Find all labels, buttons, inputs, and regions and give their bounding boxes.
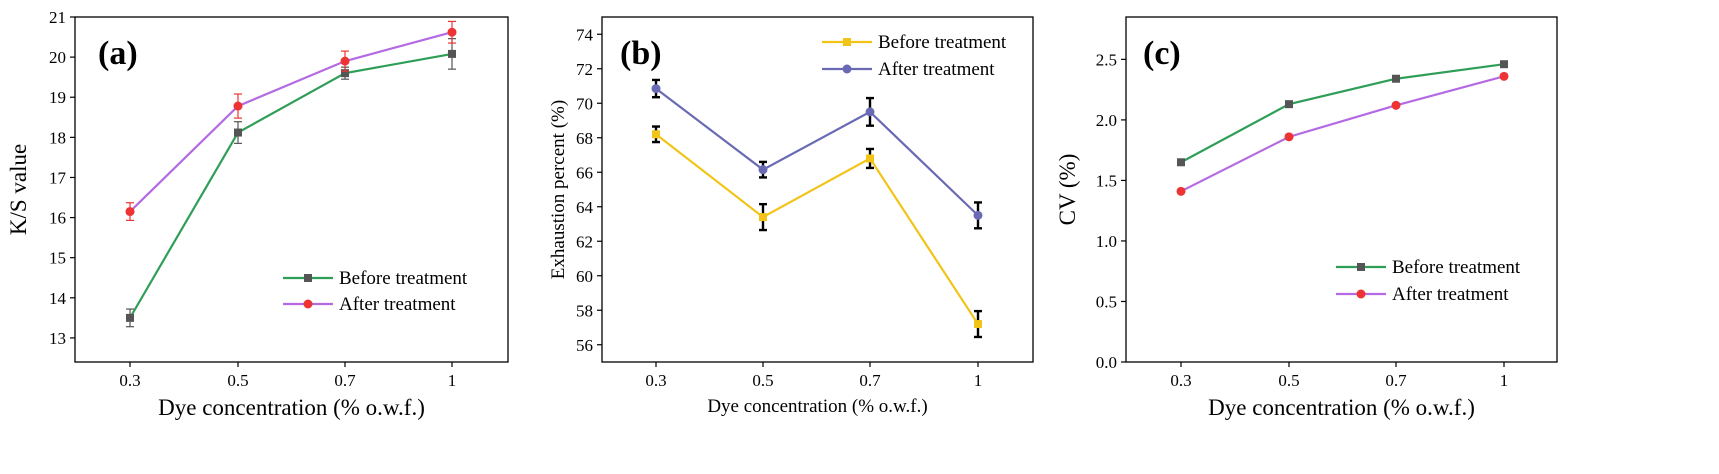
x-axis-label: Dye concentration (% o.w.f.) <box>1208 395 1475 420</box>
data-point-square <box>448 49 456 58</box>
data-point-circle <box>865 107 875 117</box>
legend-label: Before treatment <box>339 268 468 289</box>
series-line-1 <box>655 133 979 325</box>
data-point-square <box>341 69 349 78</box>
series-line-2 <box>129 31 453 213</box>
y-tick-label: 2.5 <box>1096 50 1117 69</box>
y-tick-label: 64 <box>576 198 594 217</box>
legend-marker-square <box>843 38 851 46</box>
x-tick-label: 0.3 <box>645 371 666 390</box>
panel-label: (a) <box>98 35 138 72</box>
data-point-square <box>1500 60 1508 69</box>
series-line-1 <box>129 52 453 319</box>
x-tick-label: 0.7 <box>859 371 881 390</box>
x-tick-label: 1 <box>448 371 457 390</box>
series-line-2 <box>1180 75 1505 193</box>
y-tick-label: 62 <box>576 232 593 251</box>
x-tick-label: 0.3 <box>119 371 140 390</box>
legend-label: After treatment <box>1392 284 1509 305</box>
y-tick-label: 0.0 <box>1096 353 1117 372</box>
y-tick-label: 74 <box>576 25 594 44</box>
data-point-circle <box>447 27 457 37</box>
series-line-2 <box>655 87 979 217</box>
y-tick-label: 70 <box>576 94 593 113</box>
y-tick-label: 21 <box>49 8 66 27</box>
y-tick-label: 19 <box>49 88 66 107</box>
x-tick-label: 0.5 <box>227 371 248 390</box>
x-tick-label: 1 <box>1500 371 1509 390</box>
x-axis-label: Dye concentration (% o.w.f.) <box>158 395 425 420</box>
legend-label: Before treatment <box>878 32 1007 53</box>
x-tick-label: 1 <box>974 371 983 390</box>
y-tick-label: 68 <box>576 129 593 148</box>
data-point-circle <box>125 207 135 217</box>
y-tick-label: 14 <box>49 289 67 308</box>
y-axis-label: K/S value <box>6 144 31 235</box>
plot-frame <box>74 16 509 363</box>
legend-label: After treatment <box>878 59 995 80</box>
data-point-square <box>759 213 767 222</box>
legend-marker-circle <box>842 64 852 74</box>
data-point-circle <box>758 165 768 175</box>
data-point-circle <box>1499 71 1509 81</box>
y-tick-label: 66 <box>576 163 593 182</box>
y-tick-label: 56 <box>576 336 593 355</box>
data-point-circle <box>973 210 983 220</box>
legend-marker-square <box>304 274 312 282</box>
legend: Before treatment After treatment <box>1336 257 1521 305</box>
x-tick-label: 0.7 <box>1385 371 1407 390</box>
y-tick-label: 60 <box>576 267 593 286</box>
data-point-circle <box>651 84 661 94</box>
series-line-1 <box>1180 63 1505 164</box>
data-point-square <box>652 130 660 139</box>
y-tick-label: 13 <box>49 329 66 348</box>
chart-panel-1: 13 14 15 16 17 18 19 20 21 0.3 0.5 0.7 1 Dye concentr… <box>6 8 509 420</box>
data-point-circle <box>1284 132 1294 142</box>
y-tick-label: 1.5 <box>1096 171 1117 190</box>
chart-panel-2: 56 58 60 62 64 66 68 70 72 74 0.3 0.5 0.7 1 Dye concen… <box>548 16 1034 417</box>
x-axis-label: Dye concentration (% o.w.f.) <box>707 396 927 417</box>
data-point-square <box>1285 100 1293 109</box>
y-tick-label: 2.0 <box>1096 111 1117 130</box>
y-tick-label: 20 <box>49 48 66 67</box>
legend-marker-circle <box>303 299 313 309</box>
y-tick-label: 1.0 <box>1096 232 1117 251</box>
data-point-circle <box>340 56 350 66</box>
data-point-circle <box>1176 186 1186 196</box>
legend-label: Before treatment <box>1392 257 1521 278</box>
legend-marker-square <box>1357 263 1365 271</box>
data-point-square <box>974 320 982 329</box>
panel-label: (c) <box>1143 35 1181 72</box>
legend: Before treatment After treatment <box>283 268 468 315</box>
data-point-square <box>126 313 134 322</box>
data-point-square <box>1177 158 1185 167</box>
x-tick-label: 0.5 <box>1278 371 1299 390</box>
y-tick-label: 18 <box>49 128 66 147</box>
y-tick-label: 72 <box>576 60 593 79</box>
y-axis-label: CV (%) <box>1055 154 1080 226</box>
plot-frame <box>1125 16 1558 363</box>
data-point-square <box>234 128 242 137</box>
legend-label: After treatment <box>339 294 456 315</box>
x-tick-label: 0.5 <box>752 371 773 390</box>
y-tick-label: 0.5 <box>1096 292 1117 311</box>
panel-label: (b) <box>620 35 662 72</box>
x-tick-label: 0.7 <box>334 371 356 390</box>
chart-panel-3: 0.0 0.5 1.0 1.5 2.0 2.5 0.3 0.5 0.7 1 Dye concentr… <box>1055 16 1558 420</box>
y-tick-label: 15 <box>49 249 66 268</box>
legend: Before treatment After treatment <box>822 32 1007 80</box>
y-axis-label: Exhaustion percent (%) <box>548 100 569 279</box>
data-point-square <box>1392 74 1400 83</box>
data-point-circle <box>233 101 243 111</box>
data-point-square <box>866 154 874 163</box>
x-tick-label: 0.3 <box>1170 371 1191 390</box>
y-tick-label: 58 <box>576 301 593 320</box>
plot-frame <box>601 16 1034 363</box>
y-tick-label: 16 <box>49 209 66 228</box>
y-tick-label: 17 <box>49 168 67 187</box>
data-point-circle <box>1391 100 1401 110</box>
legend-marker-circle <box>1356 289 1366 299</box>
